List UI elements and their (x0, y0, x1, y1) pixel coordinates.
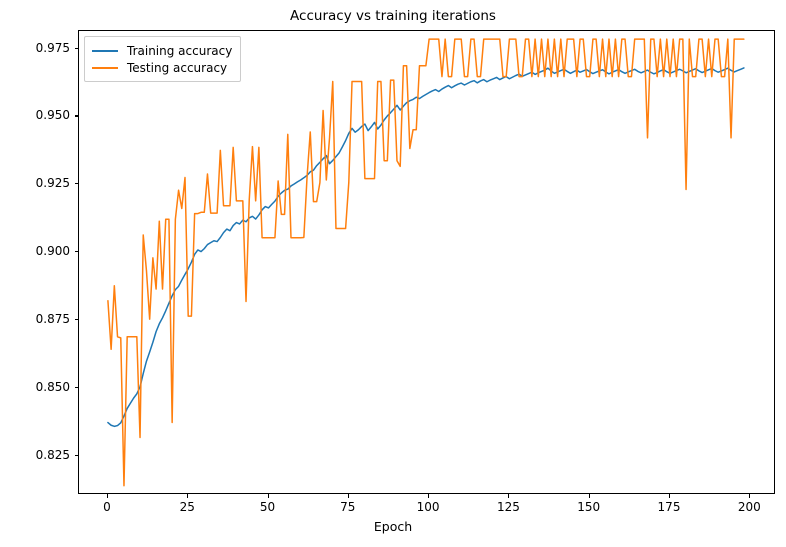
series-line (107, 67, 745, 428)
x-tick-mark (267, 494, 269, 498)
x-tick-label: 150 (577, 500, 601, 514)
y-tick-mark (74, 47, 79, 49)
y-tick-mark (74, 318, 79, 321)
legend-entry[interactable]: Testing accuracy (92, 59, 232, 76)
y-tick-label: 0.875 (35, 311, 70, 326)
y-tick-mark (74, 386, 79, 388)
x-tick-mark (749, 494, 751, 498)
legend-label: Training accuracy (127, 43, 233, 58)
chart-title: Accuracy vs training iterations (290, 8, 496, 24)
y-tick-label: 0.850 (35, 379, 70, 394)
x-axis-label: Epoch (373, 519, 413, 534)
x-tick-label: 125 (496, 500, 520, 514)
x-tick-label: 200 (737, 500, 761, 514)
x-tick-mark (106, 494, 108, 498)
legend-color-swatch (92, 49, 118, 52)
x-tick-mark (187, 494, 189, 498)
x-tick-label: 50 (259, 500, 276, 514)
y-tick-label: 0.975 (35, 40, 70, 55)
x-tick-label: 175 (657, 500, 681, 514)
y-tick-label: 0.925 (35, 176, 70, 191)
y-tick-mark (74, 454, 79, 456)
y-tick-label: 0.825 (35, 447, 70, 462)
y-tick-mark (74, 251, 79, 253)
y-tick-mark (74, 183, 79, 185)
x-tick-mark (428, 494, 430, 498)
x-tick-mark (347, 494, 349, 498)
x-tick-label: 100 (416, 500, 440, 514)
x-tick-label: 25 (179, 500, 195, 514)
y-tick-mark (74, 115, 79, 117)
legend-entry[interactable]: Training accuracy (92, 42, 232, 59)
x-tick-mark (588, 494, 590, 498)
x-tick-mark (669, 494, 671, 498)
x-tick-label: 75 (340, 500, 356, 514)
plot-area (78, 30, 775, 494)
y-tick-label: 0.950 (35, 108, 70, 123)
chart-legend: Training accuracy Testing accuracy (84, 36, 242, 82)
y-tick-label: 0.900 (35, 244, 70, 259)
series-line (107, 38, 745, 487)
x-tick-label: 0 (103, 500, 111, 514)
legend-label: Testing accuracy (127, 60, 228, 75)
plot-lines (107, 38, 745, 487)
legend-color-swatch (92, 66, 118, 69)
x-tick-mark (508, 494, 510, 498)
